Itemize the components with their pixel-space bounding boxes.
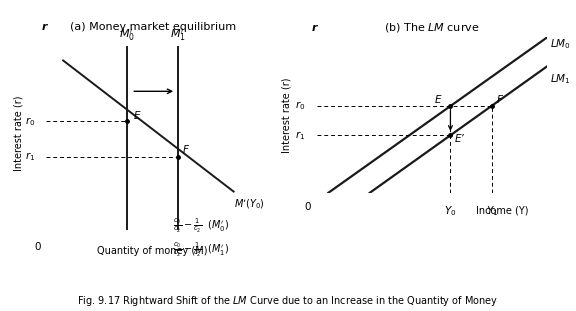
Title: (b) The $\it{LM}$ curve: (b) The $\it{LM}$ curve	[384, 21, 480, 34]
Text: Interest rate (r): Interest rate (r)	[13, 96, 24, 171]
Text: r: r	[312, 23, 317, 33]
Text: $\it{r}_{0}$: $\it{r}_{0}$	[295, 99, 305, 112]
Text: $\it{r}_{1}$: $\it{r}_{1}$	[25, 151, 36, 163]
Text: Fig. 9.17 Rightward Shift of the $\it{LM}$ Curve due to an Increase in the Quant: Fig. 9.17 Rightward Shift of the $\it{LM…	[77, 294, 499, 308]
Text: $\frac{c_0}{c_2} - \frac{1}{c_2}$  ($M_0^{\prime}$): $\frac{c_0}{c_2} - \frac{1}{c_2}$ ($M_0^…	[173, 216, 229, 234]
Text: $\it{LM}_{0}$: $\it{LM}_{0}$	[550, 37, 570, 51]
Text: Quantity of money (M): Quantity of money (M)	[97, 246, 208, 256]
Text: $\it{Y}_{1}$: $\it{Y}_{1}$	[486, 204, 498, 217]
Text: E: E	[134, 111, 140, 121]
Text: $\frac{c_0}{c_2} - \frac{1}{c_2}$  ($M_1^{\prime}$): $\frac{c_0}{c_2} - \frac{1}{c_2}$ ($M_1^…	[173, 241, 229, 259]
Text: $\it{M}_{0}^{\prime}$: $\it{M}_{0}^{\prime}$	[119, 27, 135, 43]
Text: Interest rate (r): Interest rate (r)	[282, 77, 292, 153]
Text: $\it{M}$’($\it{Y}_{0}$): $\it{M}$’($\it{Y}_{0}$)	[234, 197, 264, 211]
Text: $\it{Y}_{0}$: $\it{Y}_{0}$	[444, 204, 457, 217]
Text: $\it{r}_{0}$: $\it{r}_{0}$	[25, 115, 36, 128]
Title: (a) Money market equilibrium: (a) Money market equilibrium	[70, 22, 236, 32]
Text: F: F	[183, 145, 188, 155]
Text: 0: 0	[304, 202, 311, 212]
Text: 0: 0	[35, 242, 41, 252]
Text: E: E	[434, 95, 441, 104]
Text: $\it{r}_{1}$: $\it{r}_{1}$	[295, 129, 305, 142]
Text: r: r	[41, 21, 47, 31]
Text: E’: E’	[455, 133, 465, 143]
Text: F: F	[497, 95, 502, 104]
Text: $\it{LM}_{1}$: $\it{LM}_{1}$	[550, 72, 570, 86]
Text: Income (Y): Income (Y)	[476, 205, 529, 215]
Text: $\it{M}_{1}^{\prime}$: $\it{M}_{1}^{\prime}$	[170, 27, 186, 43]
